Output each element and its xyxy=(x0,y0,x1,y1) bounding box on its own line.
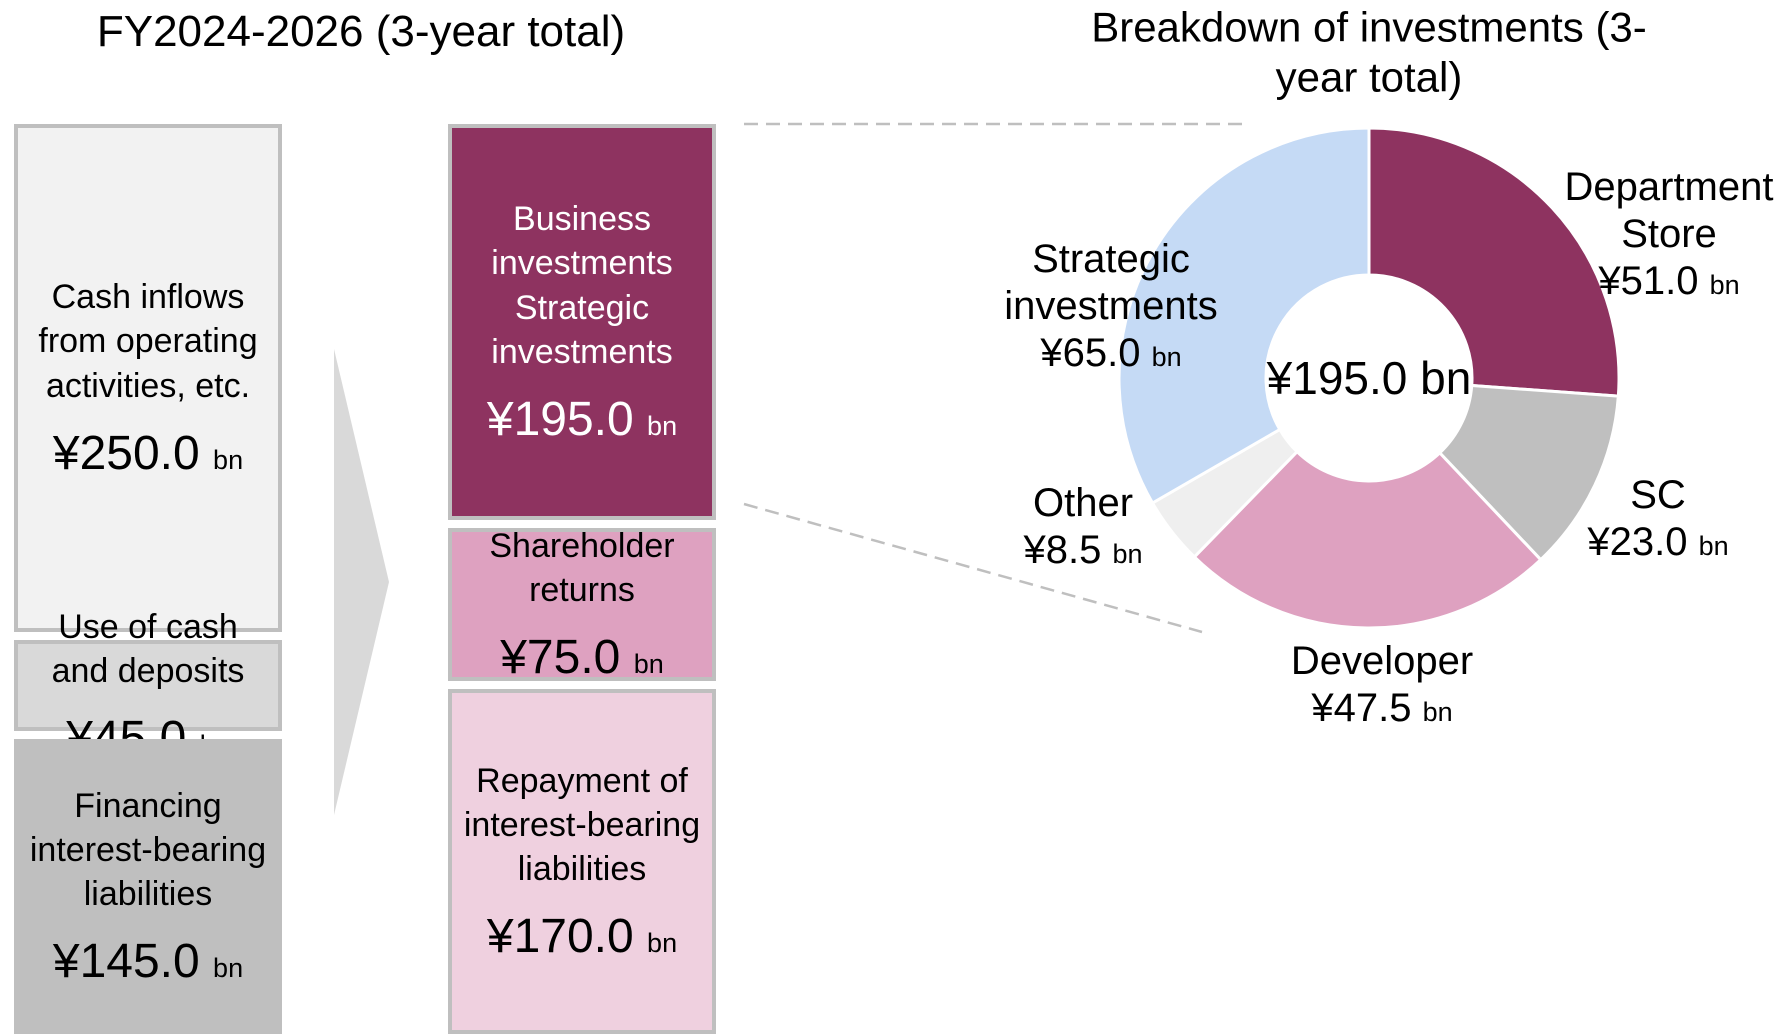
box-label: Cash inflows from operating activities, … xyxy=(38,278,258,405)
unit: bn xyxy=(1112,539,1143,569)
unit: bn xyxy=(647,410,678,441)
value: ¥195.0 xyxy=(486,392,634,446)
chart-title: Breakdown of investments (3-year total) xyxy=(1091,3,1647,100)
category: Strategic investments xyxy=(1004,237,1218,329)
value-label: ¥170.0 bn xyxy=(487,909,677,964)
arrow xyxy=(334,349,389,815)
value: ¥8.5 xyxy=(1023,528,1102,572)
value: ¥65.0 xyxy=(1040,331,1141,376)
unit: bn xyxy=(1709,270,1740,301)
value-label: ¥145.0 bn xyxy=(53,934,243,989)
flow-box: Shareholder returns ¥75.0 bn xyxy=(448,527,716,684)
donut-segment xyxy=(1437,383,1620,562)
value: ¥75.0 xyxy=(500,631,621,685)
unit: bn xyxy=(213,953,244,984)
segment-label: SC ¥23.0 bn xyxy=(1558,472,1758,566)
connector xyxy=(743,502,1203,634)
flow-box: Repayment of interest-bearing liabilitie… xyxy=(448,688,716,1034)
flow-box: Business investments Strategic investmen… xyxy=(448,124,716,521)
segment-label: Department Store ¥51.0 bn xyxy=(1539,164,1786,306)
unit: bn xyxy=(1422,697,1453,727)
value: ¥170.0 xyxy=(486,910,634,964)
flow-box: Financing interest-bearing liabilities ¥1… xyxy=(14,739,282,1034)
donut-segment xyxy=(1192,449,1543,630)
value-label: ¥51.0 bn xyxy=(1539,259,1786,306)
category: Other xyxy=(1032,480,1134,525)
unit: bn xyxy=(633,649,664,680)
category: Department Store xyxy=(1564,165,1774,257)
flow-box: Use of cash and deposits¥45.0 bn xyxy=(14,608,282,765)
box-label: Repayment of interest-bearing liabilitie… xyxy=(463,761,701,888)
value: ¥145.0 xyxy=(52,935,200,989)
value-label: ¥195.0 bn xyxy=(487,392,677,447)
category: Developer xyxy=(1290,638,1474,683)
box-label: Use of cash and deposits xyxy=(51,607,245,691)
value: ¥195.0 xyxy=(1266,351,1408,404)
donut-segment xyxy=(1117,126,1371,506)
value: ¥23.0 xyxy=(1587,520,1688,564)
unit: bn xyxy=(213,444,244,475)
flow-box: Cash inflows from operating activities, … xyxy=(14,124,282,632)
left-title: FY2024-2026 (3-year total) xyxy=(96,7,626,57)
unit: bn xyxy=(1698,531,1729,561)
value-label: ¥250.0 bn xyxy=(53,426,243,481)
box-label: Shareholder returns xyxy=(489,526,675,609)
center-label: ¥195.0 bn xyxy=(1267,351,1472,405)
value: ¥51.0 xyxy=(1598,259,1699,304)
segment-label: Strategic investments ¥65.0 bn xyxy=(981,236,1241,378)
value-label: ¥75.0 bn xyxy=(500,630,664,685)
value-label: ¥8.5 bn xyxy=(983,527,1183,574)
value-label: ¥47.5 bn xyxy=(1252,685,1512,732)
unit: bn xyxy=(1420,351,1472,404)
box-label: Financing interest-bearing liabilities xyxy=(29,786,267,914)
value-label: ¥65.0 bn xyxy=(981,331,1241,378)
unit: bn xyxy=(1151,342,1182,373)
value: ¥250.0 xyxy=(52,426,200,480)
category: SC xyxy=(1630,472,1686,517)
segment-label: Developer ¥47.5 bn xyxy=(1252,638,1512,732)
box-label: Business investments Strategic investmen… xyxy=(491,200,673,371)
unit: bn xyxy=(647,928,678,959)
value: ¥47.5 xyxy=(1311,686,1412,730)
value-label: ¥23.0 bn xyxy=(1558,519,1758,566)
segment-label: Other ¥8.5 bn xyxy=(983,480,1183,574)
donut-segment xyxy=(1367,126,1621,398)
